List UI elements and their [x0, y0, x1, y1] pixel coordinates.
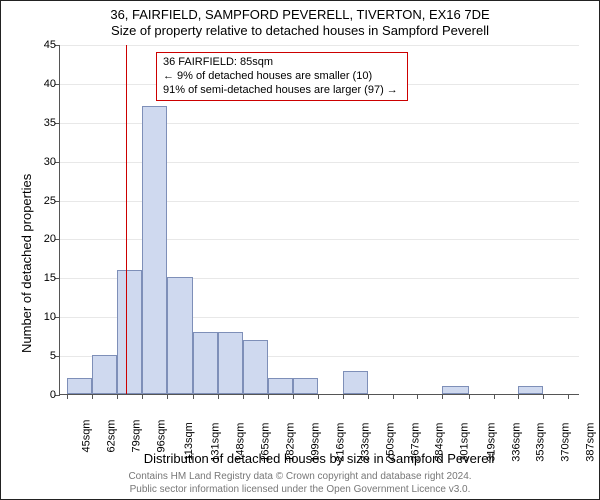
x-tick-mark [518, 394, 519, 399]
x-tick-mark [368, 394, 369, 399]
x-tick-mark [67, 394, 68, 399]
y-tick-label: 10 [44, 311, 60, 323]
y-tick-label: 35 [44, 117, 60, 129]
y-axis-label: Number of detached properties [19, 174, 34, 353]
x-tick-mark [343, 394, 344, 399]
title-line-1: 36, FAIRFIELD, SAMPFORD PEVERELL, TIVERT… [1, 7, 599, 23]
x-tick-mark [142, 394, 143, 399]
histogram-bar [243, 340, 268, 394]
x-tick-mark [494, 394, 495, 399]
x-tick-mark [218, 394, 219, 399]
histogram-bar [293, 378, 318, 394]
title-block: 36, FAIRFIELD, SAMPFORD PEVERELL, TIVERT… [1, 1, 599, 40]
chart-root: 36, FAIRFIELD, SAMPFORD PEVERELL, TIVERT… [0, 0, 600, 500]
title-line-2: Size of property relative to detached ho… [1, 23, 599, 39]
x-tick-mark [167, 394, 168, 399]
y-tick-label: 25 [44, 195, 60, 207]
footer-line-1: Contains HM Land Registry data © Crown c… [1, 471, 599, 484]
reference-line [126, 45, 127, 394]
histogram-bar [117, 270, 142, 394]
y-tick-label: 15 [44, 272, 60, 284]
x-tick-mark [469, 394, 470, 399]
x-tick-mark [117, 394, 118, 399]
histogram-bar [268, 378, 293, 394]
gridline [60, 239, 579, 240]
x-tick-mark [193, 394, 194, 399]
x-tick-label: 96sqm [150, 420, 168, 453]
y-tick-label: 20 [44, 233, 60, 245]
histogram-bar [193, 332, 218, 394]
y-tick-label: 30 [44, 156, 60, 168]
x-tick-mark [568, 394, 569, 399]
x-tick-mark [243, 394, 244, 399]
histogram-bar [218, 332, 243, 394]
x-tick-mark [92, 394, 93, 399]
x-tick-mark [393, 394, 394, 399]
x-tick-mark [543, 394, 544, 399]
callout-box: 36 FAIRFIELD: 85sqm← 9% of detached hous… [156, 52, 408, 101]
histogram-bar [92, 355, 117, 394]
gridline [60, 201, 579, 202]
callout-line: ← 9% of detached houses are smaller (10) [163, 70, 401, 84]
footer-line-2: Public sector information licensed under… [1, 484, 599, 497]
y-tick-label: 40 [44, 78, 60, 90]
gridline [60, 162, 579, 163]
plot-area: 05101520253035404545sqm62sqm79sqm96sqm11… [59, 45, 579, 395]
callout-line: 36 FAIRFIELD: 85sqm [163, 56, 401, 70]
y-tick-label: 45 [44, 39, 60, 51]
histogram-bar [167, 277, 193, 394]
x-tick-label: 45sqm [75, 420, 93, 453]
x-tick-mark [442, 394, 443, 399]
histogram-bar [518, 386, 543, 394]
y-tick-label: 0 [50, 389, 60, 401]
x-tick-mark [293, 394, 294, 399]
histogram-bar [142, 106, 167, 394]
x-tick-label: 79sqm [125, 420, 143, 453]
y-tick-label: 5 [50, 350, 60, 362]
x-tick-label: 62sqm [100, 420, 118, 453]
histogram-bar [67, 378, 92, 394]
footer: Contains HM Land Registry data © Crown c… [1, 471, 599, 496]
histogram-bar [442, 386, 468, 394]
gridline [60, 45, 579, 46]
gridline [60, 123, 579, 124]
x-tick-label: 387sqm [579, 423, 597, 462]
x-axis-label: Distribution of detached houses by size … [59, 451, 579, 466]
x-tick-mark [268, 394, 269, 399]
x-tick-mark [318, 394, 319, 399]
x-tick-mark [417, 394, 418, 399]
histogram-bar [343, 371, 368, 394]
callout-line: 91% of semi-detached houses are larger (… [163, 84, 401, 98]
